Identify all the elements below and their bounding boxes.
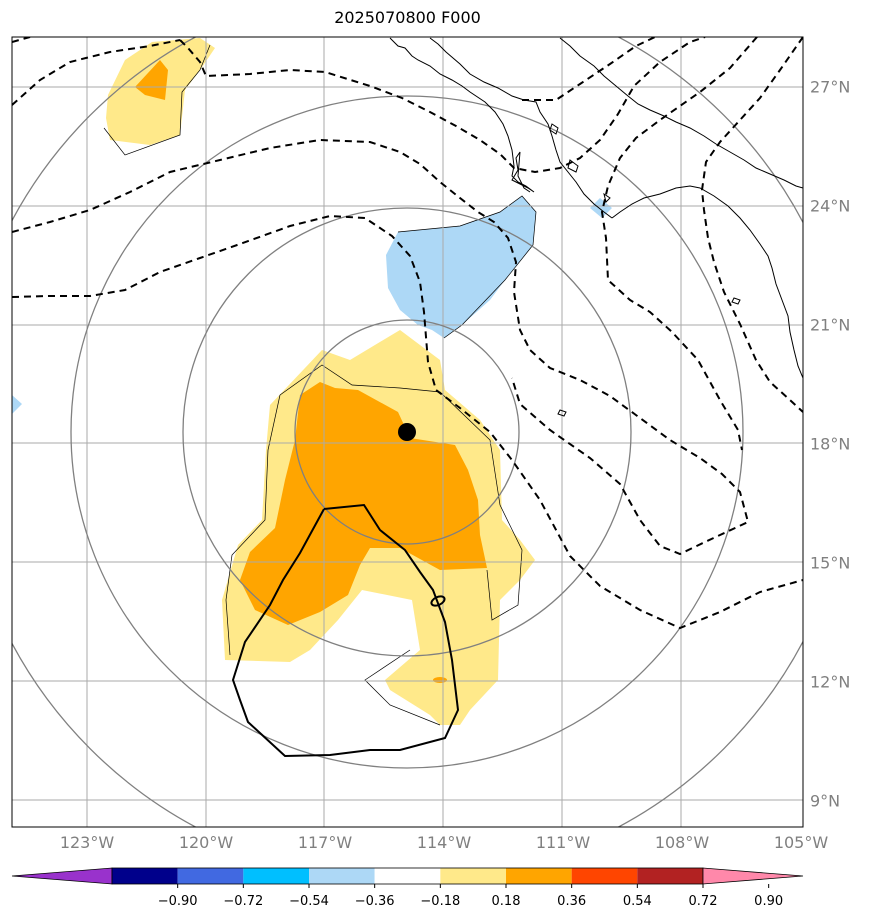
solid-contour-small xyxy=(430,595,446,607)
range-ring-1 xyxy=(294,319,520,545)
outline-main xyxy=(279,364,523,621)
dashed-contour-3 xyxy=(12,214,803,630)
range-rings xyxy=(12,37,803,827)
lat-tick-label: 12°N xyxy=(810,672,851,692)
colorbar-segment xyxy=(243,868,309,884)
dashed-contour-7 xyxy=(600,37,758,451)
outline-nw xyxy=(103,44,211,156)
colorbar-tick-label: −0.72 xyxy=(223,894,264,909)
dashed-contour-5 xyxy=(522,37,656,101)
gridlines xyxy=(12,37,803,827)
lon-tick-label: 120°W xyxy=(178,833,234,852)
shade-light-blue-west xyxy=(12,395,22,414)
outline-notch xyxy=(364,649,441,726)
plot-frame xyxy=(11,36,804,828)
island-2 xyxy=(567,159,579,173)
solid-contour-loop xyxy=(231,503,460,758)
colorbar-extend-low xyxy=(11,867,113,885)
outline-blue xyxy=(397,195,537,339)
lat-tick-label: 27°N xyxy=(810,77,851,97)
map-title: 2025070800 F000 xyxy=(334,8,481,27)
solid-contour xyxy=(231,503,460,758)
coastline xyxy=(389,37,803,417)
colorbar-segment xyxy=(309,868,375,884)
island-3 xyxy=(603,192,611,203)
colorbar-segment xyxy=(374,868,441,884)
colorbar-tick-label: 0.72 xyxy=(688,894,718,909)
colorbar-segment xyxy=(571,868,638,884)
colorbar-tick-label: 0.18 xyxy=(491,894,521,909)
lat-tick-label: 15°N xyxy=(810,553,851,573)
range-ring-3 xyxy=(70,95,744,769)
lon-tick-label: 108°W xyxy=(654,833,710,852)
dashed-contour-1 xyxy=(12,39,181,106)
coast-baja xyxy=(389,37,535,193)
dashed-contour-8 xyxy=(12,37,31,43)
colorbar-tick-label: −0.54 xyxy=(289,894,329,909)
colorbar-segment xyxy=(637,868,703,884)
coast-sonora xyxy=(559,37,803,189)
range-ring-2 xyxy=(182,207,632,657)
shade-orange-dot xyxy=(433,677,447,683)
lat-tick-label: 18°N xyxy=(810,434,851,454)
lon-tick-label: 117°W xyxy=(297,833,353,852)
shade-light-blue-coast xyxy=(590,198,612,218)
outline-west xyxy=(225,394,281,656)
shading-outline xyxy=(103,44,537,726)
colorbar-tick-label: 0.36 xyxy=(557,894,587,909)
lon-tick-label: 123°W xyxy=(59,833,115,852)
lon-tick-label: 111°W xyxy=(535,833,591,852)
island-5 xyxy=(557,409,567,417)
dashed-contour-4 xyxy=(179,37,706,174)
lat-tick-label: 24°N xyxy=(810,196,851,216)
colorbar-tick-label: −0.90 xyxy=(157,894,198,909)
island-1 xyxy=(549,123,559,135)
colorbar-tick-label: 0.90 xyxy=(754,894,784,909)
colorbar-tick-label: 0.54 xyxy=(622,894,652,909)
island-4 xyxy=(731,297,741,305)
lon-tick-label: 105°W xyxy=(773,833,829,852)
shade-orange-nw xyxy=(135,60,168,100)
colorbar xyxy=(11,867,804,888)
colorbar-tick-label: −0.18 xyxy=(420,894,461,909)
dashed-contour-2 xyxy=(12,138,750,556)
colorbar-segment xyxy=(112,868,178,884)
lon-tick-label: 114°W xyxy=(416,833,472,852)
lat-tick-label: 21°N xyxy=(810,315,851,335)
lat-tick-label: 9°N xyxy=(810,791,841,811)
negative-anomaly-shading xyxy=(12,196,612,414)
colorbar-segment xyxy=(177,868,244,884)
coast-mainland xyxy=(611,185,803,390)
dashed-contours xyxy=(12,37,803,630)
shade-light-blue-center xyxy=(386,196,536,338)
colorbar-segment xyxy=(506,868,572,884)
dashed-contour-6 xyxy=(700,37,803,413)
coast-gulf xyxy=(429,37,613,219)
colorbar-tick-label: −0.36 xyxy=(354,894,395,909)
colorbar-segment xyxy=(440,868,506,884)
storm-center-marker xyxy=(398,423,416,441)
colorbar-extend-high xyxy=(702,867,804,885)
